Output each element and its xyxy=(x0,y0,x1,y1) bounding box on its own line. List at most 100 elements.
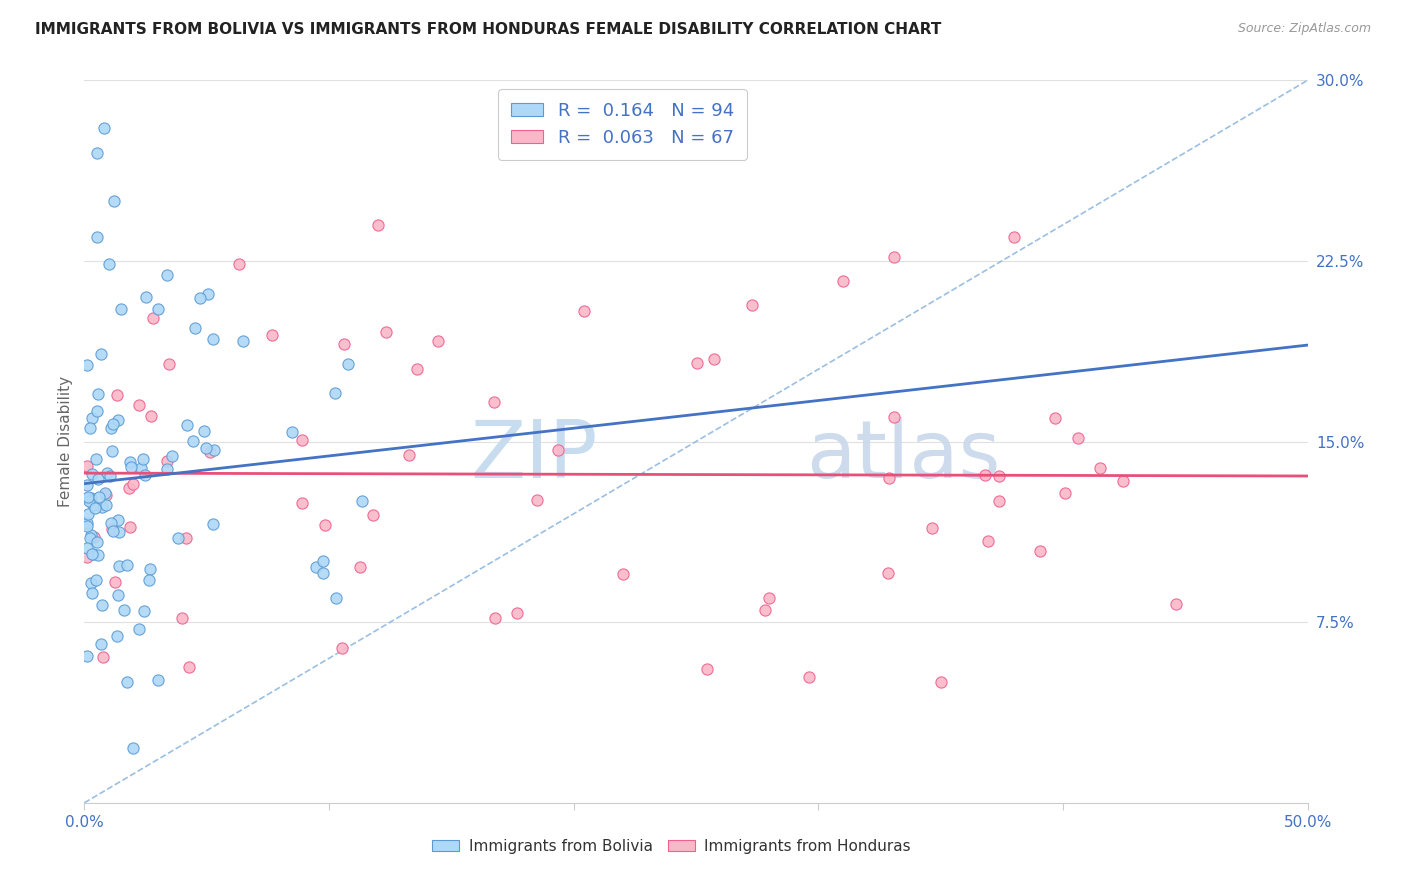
Point xyxy=(312,554,335,568)
Point xyxy=(176,417,198,432)
Point xyxy=(76,478,98,492)
Point xyxy=(91,599,114,613)
Point xyxy=(929,675,952,690)
Point xyxy=(988,468,1011,483)
Point xyxy=(86,404,108,418)
Point xyxy=(128,398,150,412)
Point xyxy=(406,362,429,376)
Point xyxy=(1164,597,1187,611)
Point xyxy=(146,673,169,687)
Point xyxy=(612,567,634,582)
Point xyxy=(80,576,103,591)
Text: IMMIGRANTS FROM BOLIVIA VS IMMIGRANTS FROM HONDURAS FEMALE DISABILITY CORRELATIO: IMMIGRANTS FROM BOLIVIA VS IMMIGRANTS FR… xyxy=(35,22,942,37)
Point xyxy=(741,298,763,312)
Point xyxy=(94,488,117,502)
Point xyxy=(82,498,104,512)
Point xyxy=(77,493,100,508)
Point xyxy=(526,492,548,507)
Point xyxy=(361,508,384,522)
Point xyxy=(76,649,98,664)
Point xyxy=(797,670,820,684)
Point xyxy=(94,498,117,512)
Point xyxy=(107,513,129,527)
Point xyxy=(129,461,152,475)
Point xyxy=(76,518,98,533)
Point xyxy=(758,591,780,605)
Point xyxy=(128,622,150,636)
Point xyxy=(157,357,180,371)
Point xyxy=(79,421,101,435)
Point xyxy=(79,531,101,545)
Point xyxy=(179,660,201,674)
Point xyxy=(118,482,141,496)
Point xyxy=(84,452,107,467)
Point xyxy=(96,467,118,481)
Point xyxy=(76,491,98,506)
Point xyxy=(139,562,162,576)
Point xyxy=(174,531,197,545)
Point xyxy=(90,637,112,651)
Point xyxy=(138,573,160,587)
Point xyxy=(103,194,125,208)
Point xyxy=(86,535,108,549)
Point xyxy=(484,611,506,625)
Point xyxy=(142,311,165,326)
Point xyxy=(398,448,420,462)
Text: Source: ZipAtlas.com: Source: ZipAtlas.com xyxy=(1237,22,1371,36)
Point xyxy=(79,528,101,542)
Point xyxy=(90,347,112,361)
Point xyxy=(883,250,905,264)
Point xyxy=(118,455,141,469)
Point xyxy=(80,467,103,482)
Point xyxy=(87,491,110,505)
Point xyxy=(686,356,709,370)
Point xyxy=(198,445,221,459)
Point xyxy=(155,454,177,468)
Point xyxy=(1090,460,1112,475)
Point xyxy=(228,257,250,271)
Point xyxy=(352,494,374,508)
Point xyxy=(156,268,179,283)
Point xyxy=(77,507,100,521)
Point xyxy=(107,413,129,427)
Point xyxy=(201,517,224,532)
Point xyxy=(232,334,254,348)
Point xyxy=(105,388,128,402)
Point xyxy=(506,606,529,620)
Point xyxy=(80,586,103,600)
Point xyxy=(325,591,347,605)
Point xyxy=(1066,431,1088,445)
Point xyxy=(103,417,125,431)
Text: atlas: atlas xyxy=(806,417,1001,495)
Point xyxy=(547,442,569,457)
Point xyxy=(105,629,128,643)
Point xyxy=(76,459,98,474)
Point xyxy=(374,325,396,339)
Point xyxy=(426,334,449,348)
Point xyxy=(86,145,108,160)
Point xyxy=(201,333,224,347)
Point xyxy=(367,218,389,232)
Point xyxy=(184,321,207,335)
Point xyxy=(100,516,122,531)
Point xyxy=(107,587,129,601)
Point xyxy=(93,650,115,665)
Point xyxy=(82,547,104,561)
Legend: Immigrants from Bolivia, Immigrants from Honduras: Immigrants from Bolivia, Immigrants from… xyxy=(426,833,917,860)
Point xyxy=(977,534,1000,549)
Point xyxy=(831,274,853,288)
Point xyxy=(987,494,1010,508)
Y-axis label: Female Disability: Female Disability xyxy=(58,376,73,508)
Point xyxy=(93,121,115,136)
Point xyxy=(349,559,371,574)
Point xyxy=(135,290,157,304)
Point xyxy=(107,524,129,539)
Point xyxy=(110,301,132,317)
Point xyxy=(76,541,98,555)
Point xyxy=(193,424,215,438)
Point xyxy=(101,524,124,539)
Point xyxy=(330,640,353,655)
Text: ZIP: ZIP xyxy=(471,417,598,495)
Point xyxy=(1028,544,1050,558)
Point xyxy=(79,491,101,505)
